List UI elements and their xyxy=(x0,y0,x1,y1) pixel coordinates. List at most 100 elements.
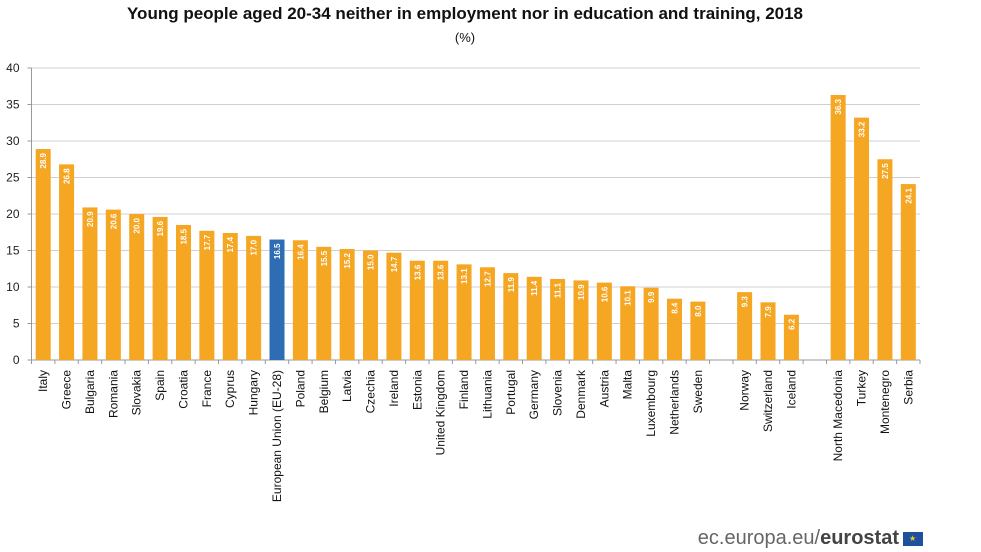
x-tick-label: France xyxy=(200,370,214,408)
bar-switzerland xyxy=(760,302,776,360)
data-label: 9.9 xyxy=(647,291,656,303)
bar-iceland xyxy=(783,314,799,360)
x-tick-label: Norway xyxy=(738,370,752,411)
bar-netherlands xyxy=(666,298,682,360)
bar-luxembourg xyxy=(643,287,659,360)
data-label: 10.1 xyxy=(624,290,633,306)
x-tick-label: Italy xyxy=(36,370,50,392)
data-label: 36.3 xyxy=(834,98,843,114)
x-tick-label: North Macedonia xyxy=(831,370,845,462)
chart-title: Young people aged 20-34 neither in emplo… xyxy=(126,4,804,23)
data-label: 10.9 xyxy=(577,284,586,300)
logo-brand: eurostat xyxy=(820,527,899,549)
chart-subtitle: (%) xyxy=(454,30,476,45)
x-tick-label: Romania xyxy=(106,370,120,418)
bar-bulgaria xyxy=(82,207,98,360)
x-tick-label: Slovenia xyxy=(551,370,565,416)
data-label: 12.7 xyxy=(483,271,492,287)
bar-turkey xyxy=(854,117,870,360)
data-label: 8.4 xyxy=(670,302,679,314)
bar-lithuania xyxy=(479,267,495,360)
y-tick-label: 0 xyxy=(13,353,20,367)
y-tick-label: 20 xyxy=(6,207,20,221)
bar-hungary xyxy=(246,235,262,360)
bar-germany xyxy=(526,276,542,360)
data-label: 16.4 xyxy=(296,244,305,260)
data-label: 15.5 xyxy=(320,250,329,266)
data-label: 16.5 xyxy=(273,243,282,259)
data-label: 18.5 xyxy=(179,228,188,244)
data-label: 11.1 xyxy=(554,282,563,298)
y-tick-label: 40 xyxy=(6,61,20,75)
bar-portugal xyxy=(503,273,519,360)
x-tick-label: Turkey xyxy=(855,370,869,406)
x-tick-label: Finland xyxy=(457,370,471,409)
x-tick-label: Croatia xyxy=(176,370,190,409)
x-tick-label: Malta xyxy=(621,370,635,400)
data-label: 20.9 xyxy=(86,211,95,227)
logo-prefix: ec.europa.eu/ xyxy=(697,527,821,549)
eurostat-logo: ec.europa.eu/eurostat xyxy=(698,527,923,550)
bar-slovenia xyxy=(550,278,566,360)
data-label: 17.7 xyxy=(203,234,212,250)
data-label: 10.6 xyxy=(600,286,609,302)
x-tick-label: Lithuania xyxy=(480,370,494,419)
bar-montenegro xyxy=(877,159,893,360)
eu-flag-icon xyxy=(903,531,923,546)
x-tick-label: Estonia xyxy=(410,370,424,410)
data-label: 17.0 xyxy=(250,239,259,255)
data-label: 7.9 xyxy=(764,306,773,318)
x-tick-label: Switzerland xyxy=(761,370,775,432)
bar-malta xyxy=(620,286,636,360)
bar-spain xyxy=(152,216,168,360)
x-tick-label: Austria xyxy=(597,370,611,408)
bar-croatia xyxy=(175,224,191,360)
x-tick-label: Bulgaria xyxy=(83,370,97,414)
x-tick-label: Slovakia xyxy=(130,370,144,416)
data-label: 17.4 xyxy=(226,236,235,252)
x-tick-label: Belgium xyxy=(317,370,331,413)
data-label: 24.1 xyxy=(904,188,913,204)
y-tick-label: 15 xyxy=(6,244,20,258)
data-label: 11.9 xyxy=(507,277,516,293)
data-label: 27.5 xyxy=(881,163,890,179)
bar-belgium xyxy=(316,246,332,360)
x-tick-label: Netherlands xyxy=(667,370,681,435)
data-label: 11.4 xyxy=(530,280,539,296)
bar-ireland xyxy=(386,252,402,360)
y-tick-label: 10 xyxy=(6,280,20,294)
bar-sweden xyxy=(690,301,706,360)
bar-denmark xyxy=(573,280,589,360)
data-label: 13.6 xyxy=(437,264,446,280)
bar-latvia xyxy=(339,249,355,360)
data-label: 13.1 xyxy=(460,268,469,284)
bar-slovakia xyxy=(129,214,145,360)
data-label: 8.0 xyxy=(694,305,703,317)
bar-cyprus xyxy=(222,232,238,360)
bar-france xyxy=(199,230,215,360)
x-tick-label: United Kingdom xyxy=(434,370,448,455)
bar-italy xyxy=(35,149,51,360)
x-tick-label: Germany xyxy=(527,370,541,419)
x-tick-label: European Union (EU-28) xyxy=(270,370,284,502)
x-tick-label: Luxembourg xyxy=(644,370,658,437)
x-tick-label: Spain xyxy=(153,370,167,401)
bar-poland xyxy=(292,240,308,360)
x-tick-label: Montenegro xyxy=(878,370,892,434)
data-label: 13.6 xyxy=(413,264,422,280)
x-tick-label: Hungary xyxy=(247,370,261,415)
data-label: 26.8 xyxy=(63,168,72,184)
data-label: 20.6 xyxy=(109,213,118,229)
y-tick-label: 35 xyxy=(6,98,20,112)
x-tick-label: Poland xyxy=(293,370,307,407)
data-label: 9.3 xyxy=(741,296,750,308)
data-label: 6.2 xyxy=(787,318,796,330)
bar-finland xyxy=(456,264,472,360)
x-tick-label: Greece xyxy=(60,370,74,410)
bar-european-union-eu-28- xyxy=(269,239,285,360)
bar-estonia xyxy=(409,260,425,360)
data-label: 14.7 xyxy=(390,256,399,272)
bar-czechia xyxy=(363,250,379,360)
